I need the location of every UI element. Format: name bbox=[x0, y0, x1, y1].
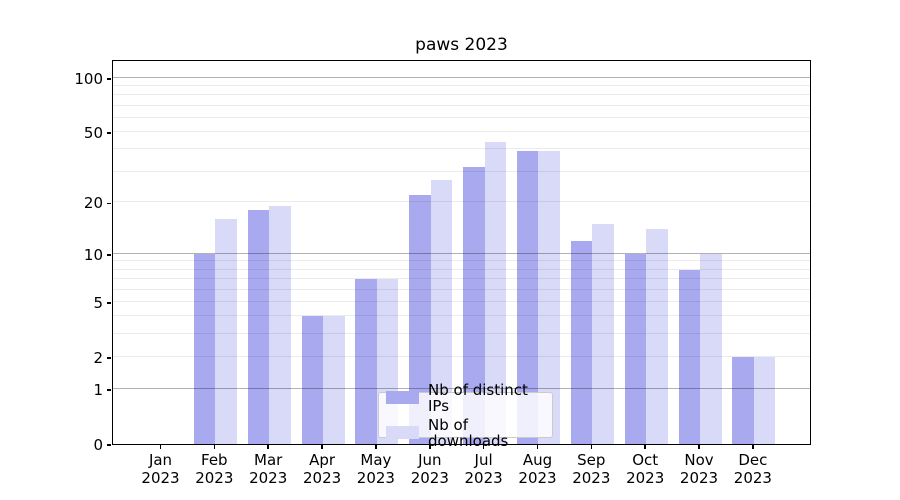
gridline-5 bbox=[113, 300, 810, 302]
gridline-40 bbox=[113, 148, 810, 150]
bar-jun-downloads bbox=[430, 179, 453, 444]
x-tick-jun bbox=[429, 445, 431, 449]
gridline-2 bbox=[113, 355, 810, 357]
x-tick-jan bbox=[159, 445, 162, 449]
bar-mar-downloads bbox=[269, 206, 291, 444]
chart-title: paws 2023 bbox=[415, 35, 508, 55]
gridline-50 bbox=[113, 131, 810, 132]
gridline-20 bbox=[113, 201, 810, 203]
x-tick-sep bbox=[590, 445, 592, 449]
x-tick-label-sep: Sep 2023 bbox=[572, 451, 611, 487]
x-tick-aug bbox=[536, 445, 539, 449]
bar-dec-distinct-ips bbox=[732, 356, 754, 444]
gridline-3 bbox=[113, 333, 810, 334]
x-tick-oct bbox=[644, 445, 646, 449]
gridline-9 bbox=[113, 260, 810, 262]
legend-label-downloads: Nb of downloads bbox=[428, 415, 509, 450]
bar-mar-distinct-ips bbox=[247, 210, 270, 444]
y-tick-label-2: 2 bbox=[93, 348, 103, 367]
gridline-8 bbox=[113, 268, 810, 270]
y-tick-5 bbox=[107, 302, 111, 304]
bar-nov-downloads bbox=[700, 253, 722, 444]
y-tick-1 bbox=[107, 389, 111, 391]
y-tick-0 bbox=[107, 444, 111, 446]
x-tick-nov bbox=[698, 445, 700, 449]
gridline-4 bbox=[113, 315, 810, 317]
gridline-1 bbox=[113, 388, 810, 389]
x-tick-jul bbox=[482, 445, 485, 449]
legend-swatch-downloads-icon bbox=[386, 426, 419, 439]
y-tick-label-20: 20 bbox=[83, 194, 103, 213]
x-tick-mar bbox=[267, 445, 269, 449]
x-tick-label-jun: Jun 2023 bbox=[410, 451, 449, 487]
legend-row-downloads: Nb of downloads bbox=[386, 417, 545, 449]
legend-row-distinct-ips: Nb of distinct IPs bbox=[386, 382, 545, 414]
y-tick-20 bbox=[107, 202, 111, 205]
x-tick-label-apr: Apr 2023 bbox=[303, 451, 342, 487]
bar-sep-downloads bbox=[592, 224, 614, 444]
plot-area bbox=[112, 60, 811, 445]
x-tick-label-nov: Nov 2023 bbox=[679, 451, 719, 487]
legend-label-distinct-ips: Nb of distinct IPs bbox=[428, 380, 528, 415]
bar-oct-downloads bbox=[646, 229, 668, 444]
x-tick-label-jan: Jan 2023 bbox=[141, 451, 180, 487]
y-tick-50 bbox=[107, 132, 111, 134]
gridline-70 bbox=[113, 104, 810, 106]
bar-sep-distinct-ips bbox=[570, 240, 593, 444]
x-tick-label-dec: Dec 2023 bbox=[733, 451, 772, 487]
y-tick-label-50: 50 bbox=[83, 124, 103, 142]
gridline-10 bbox=[113, 252, 810, 254]
bar-aug-distinct-ips bbox=[516, 151, 539, 444]
y-tick-2 bbox=[107, 357, 111, 359]
x-tick-apr bbox=[321, 445, 323, 449]
y-tick-label-100: 100 bbox=[74, 69, 103, 88]
bar-jul-downloads bbox=[484, 141, 507, 444]
gridline-6 bbox=[113, 288, 810, 290]
gridline-30 bbox=[113, 170, 810, 172]
y-tick-10 bbox=[107, 254, 111, 256]
gridline-90 bbox=[113, 85, 810, 87]
bar-oct-distinct-ips bbox=[624, 253, 647, 444]
bar-apr-distinct-ips bbox=[301, 316, 324, 444]
x-tick-may bbox=[375, 445, 377, 449]
bar-feb-distinct-ips bbox=[193, 253, 216, 444]
y-tick-100 bbox=[107, 78, 111, 80]
x-tick-label-mar: Mar 2023 bbox=[249, 451, 288, 487]
x-tick-label-aug: Aug 2023 bbox=[518, 451, 557, 487]
bar-aug-downloads bbox=[538, 151, 560, 444]
bar-apr-downloads bbox=[323, 316, 345, 444]
x-tick-label-oct: Oct 2023 bbox=[626, 451, 665, 487]
legend-swatch-distinct-ips-icon bbox=[386, 391, 419, 404]
legend: Nb of distinct IPs Nb of downloads bbox=[378, 382, 553, 449]
x-tick-label-feb: Feb 2023 bbox=[195, 451, 234, 487]
x-tick-label-may: May 2023 bbox=[356, 451, 395, 487]
bar-may-distinct-ips bbox=[355, 279, 377, 444]
y-tick-label-10: 10 bbox=[83, 245, 103, 264]
y-tick-label-0: 0 bbox=[93, 436, 103, 454]
bar-dec-downloads bbox=[753, 356, 776, 444]
gridline-100 bbox=[113, 76, 810, 78]
gridline-7 bbox=[113, 278, 810, 279]
y-tick-label-1: 1 bbox=[93, 381, 103, 399]
x-tick-feb bbox=[213, 445, 216, 449]
y-tick-label-5: 5 bbox=[93, 293, 103, 312]
bar-jun-distinct-ips bbox=[409, 195, 431, 444]
x-tick-label-jul: Jul 2023 bbox=[464, 451, 503, 487]
gridline-80 bbox=[113, 94, 810, 96]
x-tick-dec bbox=[752, 445, 754, 449]
bar-nov-distinct-ips bbox=[678, 269, 700, 444]
bar-jul-distinct-ips bbox=[463, 166, 485, 444]
gridline-60 bbox=[113, 116, 810, 118]
bar-feb-downloads bbox=[215, 219, 237, 444]
